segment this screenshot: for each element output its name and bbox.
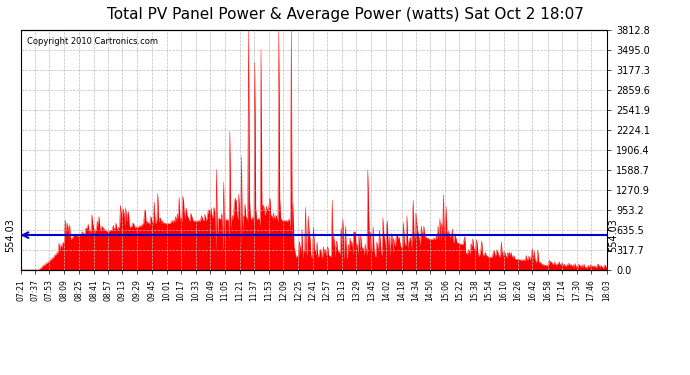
Text: Copyright 2010 Cartronics.com: Copyright 2010 Cartronics.com (26, 37, 157, 46)
Text: 554.03: 554.03 (609, 218, 618, 252)
Text: Total PV Panel Power & Average Power (watts) Sat Oct 2 18:07: Total PV Panel Power & Average Power (wa… (106, 8, 584, 22)
Text: 554.03: 554.03 (5, 218, 15, 252)
